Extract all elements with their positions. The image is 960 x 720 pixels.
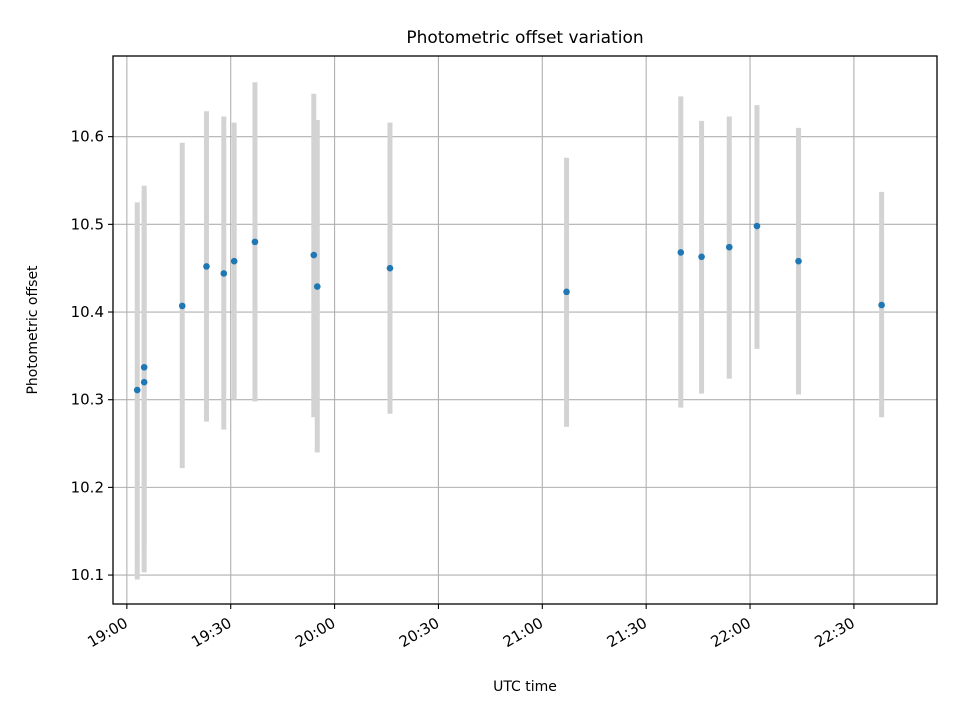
data-point	[203, 263, 210, 270]
data-point	[878, 301, 885, 309]
y-tick-label: 10.6	[71, 128, 104, 146]
data-point	[795, 257, 802, 265]
data-point	[698, 253, 705, 261]
data-point	[310, 251, 318, 259]
grid-lines	[113, 56, 937, 604]
y-axis-label: Photometric offset	[25, 265, 41, 395]
data-point	[386, 264, 394, 272]
y-tick-label: 10.4	[71, 303, 104, 321]
data-point	[251, 238, 259, 246]
data-point	[753, 222, 761, 230]
y-tick-label: 10.2	[71, 478, 104, 496]
data-point	[313, 283, 321, 290]
data-point	[563, 288, 570, 296]
y-tick-label: 10.1	[71, 566, 104, 584]
y-tick-label: 10.3	[71, 391, 104, 409]
data-markers	[133, 222, 885, 394]
y-axis-ticks: 10.1 10.2 10.3 10.4 10.5 10.6	[71, 128, 113, 584]
data-point	[725, 243, 733, 251]
data-point	[220, 270, 228, 277]
x-axis-label: UTC time	[493, 679, 557, 695]
data-point	[178, 302, 186, 310]
data-point	[133, 386, 141, 394]
data-point	[677, 249, 685, 256]
plot-area-frame	[112, 55, 938, 605]
data-point	[140, 363, 148, 371]
y-tick-label: 10.5	[71, 215, 104, 233]
data-point	[230, 257, 238, 265]
data-point	[140, 378, 148, 386]
chart-title: Photometric offset variation	[406, 28, 643, 48]
